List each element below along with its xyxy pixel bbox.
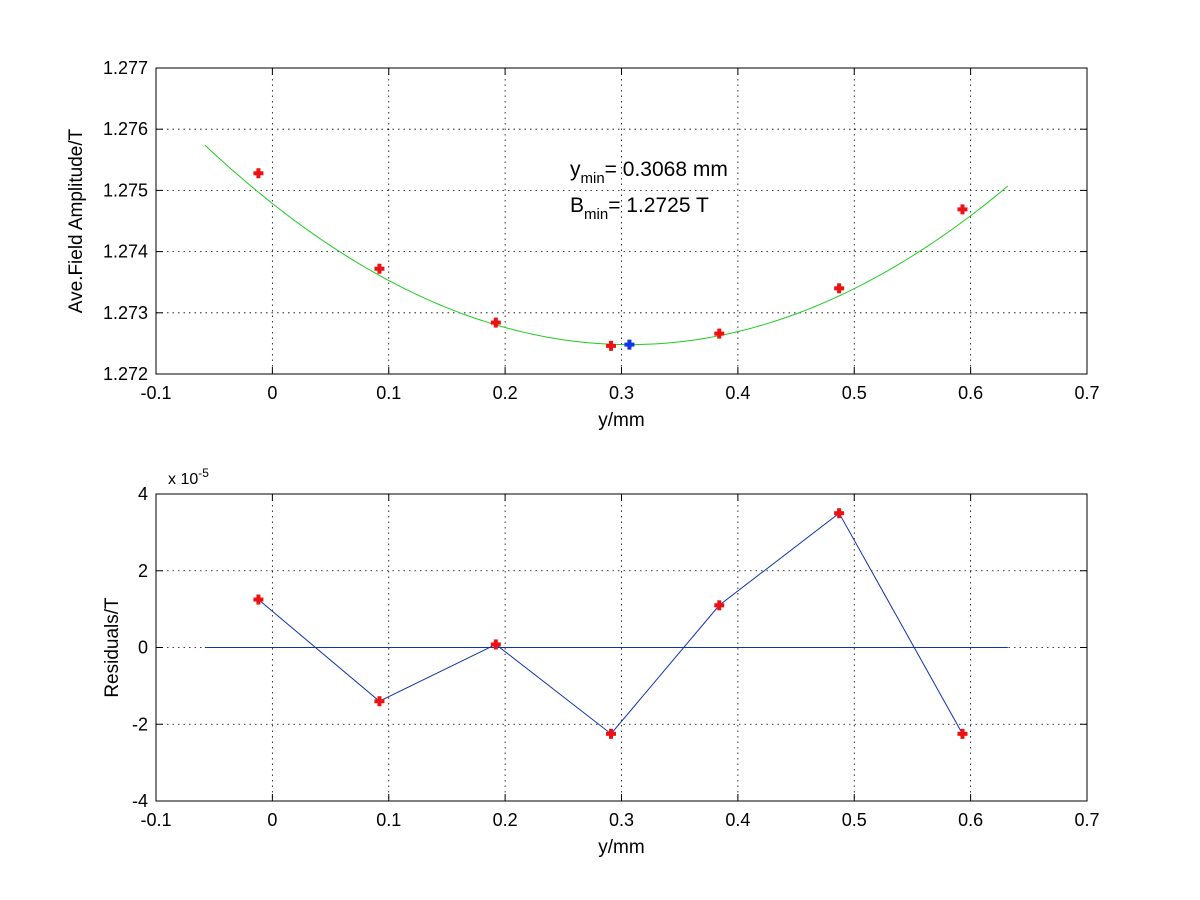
bot-y-tick-label: -4	[132, 791, 148, 811]
bot-y-tick-label: -2	[132, 714, 148, 734]
residuals-plot-panel: -0.1 0 0.1 0.2 0.3 0.4 0.5 0.6 0.7 -4 -2 0 2 4 y/mm R…	[102, 466, 1100, 858]
measured-point	[374, 263, 385, 274]
measured-point-v	[717, 328, 722, 339]
measured-point	[957, 204, 968, 215]
top-x-tick-label: 0.5	[842, 383, 867, 403]
measured-point-v	[609, 340, 614, 351]
fit-plot-grid	[156, 68, 1087, 374]
bot-x-tick-label: 0	[267, 810, 277, 830]
measured-point-v	[960, 204, 965, 215]
residual-point	[714, 600, 725, 611]
residuals-plot-frame	[155, 493, 1088, 802]
bot-x-tick-label: 0.2	[493, 810, 518, 830]
top-x-tick-label: 0.3	[609, 383, 634, 403]
annotation-y-variable: y	[570, 158, 581, 181]
residual-point-v	[609, 728, 614, 739]
bot-x-tick-label: 0.1	[376, 810, 401, 830]
annotation-y-value: = 0.3068 mm	[605, 158, 728, 181]
measured-point	[834, 283, 845, 294]
measured-point	[606, 340, 617, 351]
bot-x-tick-label: 0.5	[842, 810, 867, 830]
residual-point	[957, 728, 968, 739]
bot-y-tick-label: 0	[138, 638, 148, 658]
annotation-b-value: = 1.2725 T	[608, 194, 709, 217]
multiplier-base: x 10	[168, 471, 198, 488]
measured-point	[490, 317, 501, 328]
bot-x-tick-label: 0.7	[1074, 810, 1099, 830]
residual-point	[374, 696, 385, 707]
measured-point-v	[377, 263, 382, 274]
measured-point	[714, 328, 725, 339]
residual-point-v	[493, 639, 498, 650]
top-y-tick-label: 1.276	[103, 119, 148, 139]
minimum-point-v	[627, 339, 632, 350]
residuals-plot-ticks: -0.1 0 0.1 0.2 0.3 0.4 0.5 0.6 0.7 -4 -2 0 2 4	[132, 484, 1100, 830]
fit-plot-frame	[155, 67, 1088, 375]
annotation-b-subscript: min	[584, 206, 608, 223]
measured-point-v	[837, 283, 842, 294]
fit-plot-x-axis-label: y/mm	[598, 410, 644, 431]
residual-point	[490, 639, 501, 650]
residual-point-v	[717, 600, 722, 611]
measured-point	[253, 168, 264, 179]
top-x-tick-label: 0.4	[725, 383, 750, 403]
fit-plot-series	[204, 144, 1009, 351]
top-x-tick-label: 0.1	[376, 383, 401, 403]
top-y-tick-label: 1.275	[103, 180, 148, 200]
top-y-tick-label: 1.274	[103, 242, 148, 262]
bot-y-tick-label: 4	[138, 484, 148, 504]
top-x-tick-label: 0.7	[1074, 383, 1099, 403]
top-y-tick-label: 1.272	[103, 364, 148, 384]
residual-point	[253, 594, 264, 605]
minimum-point	[624, 339, 635, 350]
residuals-plot-series	[204, 508, 1008, 739]
residual-point	[834, 508, 845, 519]
fit-plot-y-axis-label: Ave.Field Amplitude/T	[66, 128, 87, 313]
annotation-b-variable: B	[570, 194, 584, 217]
bot-x-tick-label: 0.4	[725, 810, 750, 830]
top-x-tick-label: 0.6	[958, 383, 983, 403]
top-y-tick-label: 1.277	[103, 58, 148, 78]
residuals-plot-x-axis-label: y/mm	[598, 837, 644, 858]
fit-plot-panel: -0.1 0 0.1 0.2 0.3 0.4 0.5 0.6 0.7 1.272 1.273 1.27…	[66, 58, 1100, 431]
bot-x-tick-label: -0.1	[140, 810, 171, 830]
bot-x-tick-label: 0.6	[958, 810, 983, 830]
residual-point-v	[256, 594, 261, 605]
bot-x-tick-label: 0.3	[609, 810, 634, 830]
measured-point-v	[256, 168, 261, 179]
residual-point-v	[377, 696, 382, 707]
minimum-y-annotation: ymin= 0.3068 mm	[570, 158, 728, 187]
bot-y-tick-label: 2	[138, 561, 148, 581]
residuals-plot-y-axis-label: Residuals/T	[102, 597, 123, 698]
top-x-tick-label: -0.1	[140, 383, 171, 403]
top-x-tick-label: 0.2	[493, 383, 518, 403]
fit-plot-ticks: -0.1 0 0.1 0.2 0.3 0.4 0.5 0.6 0.7 1.272 1.273 1.27…	[103, 58, 1100, 403]
residual-point	[606, 728, 617, 739]
multiplier-exponent: -5	[198, 466, 209, 480]
annotation-y-subscript: min	[581, 170, 605, 187]
top-y-tick-label: 1.273	[103, 303, 148, 323]
top-x-tick-label: 0	[267, 383, 277, 403]
residuals-y-multiplier: x 10-5	[168, 466, 209, 488]
residual-point-v	[960, 728, 965, 739]
measured-point-v	[493, 317, 498, 328]
minimum-b-annotation: Bmin= 1.2725 T	[570, 194, 709, 223]
residual-point-v	[837, 508, 842, 519]
